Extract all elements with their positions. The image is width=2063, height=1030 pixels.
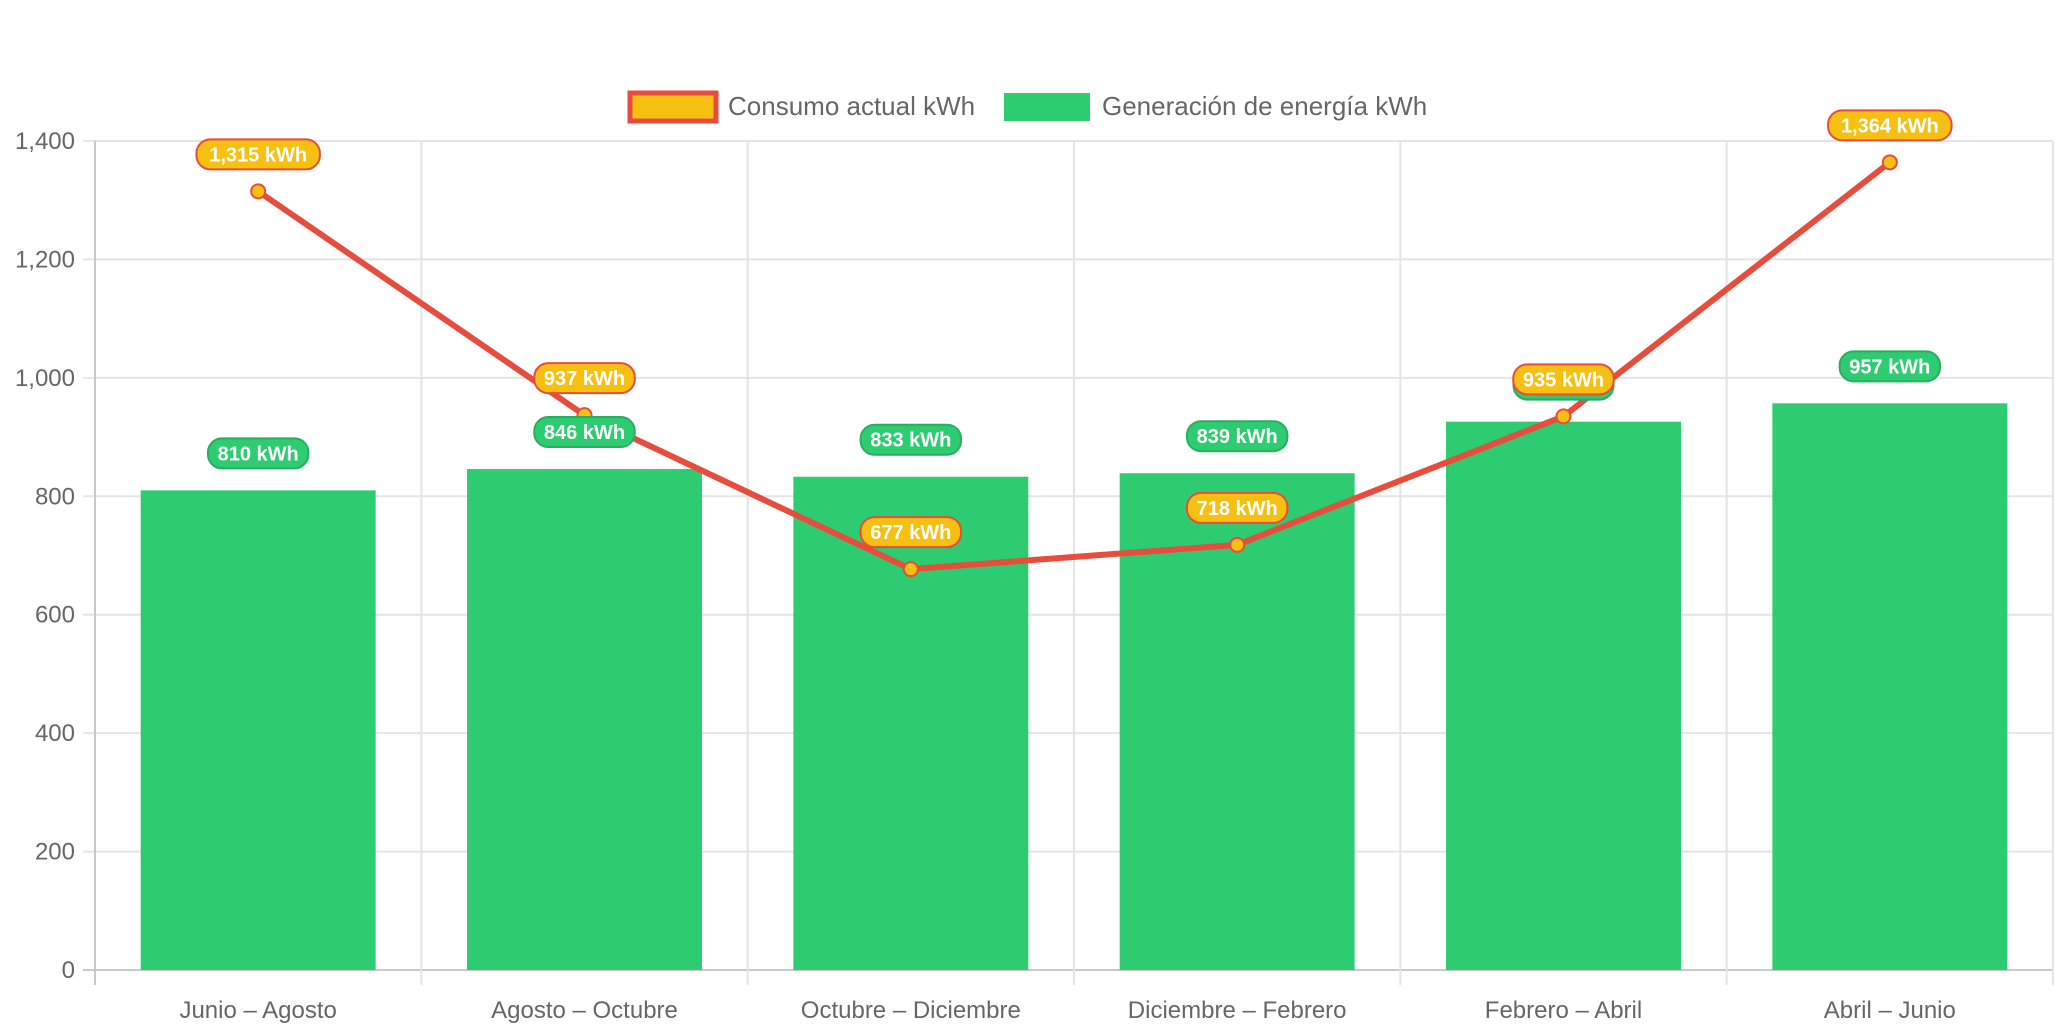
x-axis: Junio – Agosto Agosto – Octubre Octubre – … <box>179 997 1955 1024</box>
y-tick-label: 0 <box>62 957 75 984</box>
data-label: 846 kWh <box>544 422 625 444</box>
data-label-bg <box>859 423 963 456</box>
legend[interactable]: Consumo actual kWh Generación de energía… <box>627 90 1427 124</box>
y-axis: 0 200 400 600 800 1,000 1,200 1,400 <box>15 128 75 984</box>
y-tick-label: 1,400 <box>15 128 75 155</box>
data-label: 833 kWh <box>870 430 951 452</box>
data-label: 718 kWh <box>1197 498 1278 520</box>
bar[interactable] <box>1772 403 2008 970</box>
data-labels: 810 kWh 846 kWh 833 kWh 839 kWh 957 kWh 1,315… <box>195 109 1953 549</box>
x-tick-label: Agosto – Octubre <box>491 997 678 1024</box>
data-label-bg <box>859 516 963 549</box>
x-tick-label: Junio – Agosto <box>179 997 336 1024</box>
data-label: 677 kWh <box>870 522 951 544</box>
consumo-line <box>256 159 1892 573</box>
data-label-bg <box>533 362 636 395</box>
bar-series <box>140 403 2008 970</box>
data-label-bg <box>1512 363 1615 396</box>
legend-label-generacion[interactable]: Generación de energía kWh <box>1102 91 1427 121</box>
y-tick-label: 600 <box>35 602 75 629</box>
line-point[interactable] <box>250 183 267 200</box>
data-label: 957 kWh <box>1849 356 1930 378</box>
y-tick-label: 800 <box>35 483 75 510</box>
x-tick-label: Diciembre – Febrero <box>1128 997 1347 1024</box>
data-label: 1,364 kWh <box>1841 115 1939 137</box>
data-label-bg <box>195 138 321 171</box>
bar[interactable] <box>140 490 376 970</box>
bar[interactable] <box>1446 421 1681 970</box>
data-label: 839 kWh <box>1197 426 1278 448</box>
y-tick-label: 200 <box>35 839 75 866</box>
legend-swatch-generacion[interactable] <box>1004 93 1090 121</box>
x-tick-label: Abril – Junio <box>1824 997 1956 1024</box>
y-tick-label: 1,200 <box>15 246 75 273</box>
bar[interactable] <box>793 476 1029 970</box>
data-label-bg <box>533 416 636 449</box>
legend-swatch-consumo[interactable] <box>627 90 719 124</box>
data-label-bg <box>1827 109 1953 142</box>
data-label-bg <box>1185 420 1289 453</box>
data-label-bg <box>206 437 310 470</box>
y-tick-label: 1,000 <box>15 365 75 392</box>
data-label: 935 kWh <box>1523 369 1604 391</box>
bar[interactable] <box>467 469 702 970</box>
data-label: 1,315 kWh <box>209 144 307 166</box>
x-tick-label: Octubre – Diciembre <box>801 997 1021 1024</box>
line-point[interactable] <box>1881 154 1898 171</box>
y-tick-label: 400 <box>35 720 75 747</box>
data-label: 810 kWh <box>218 443 299 465</box>
x-tick-label: Febrero – Abril <box>1485 997 1642 1024</box>
data-label-bg <box>1838 350 1942 383</box>
line-series <box>250 154 1898 578</box>
legend-label-consumo[interactable]: Consumo actual kWh <box>728 91 975 121</box>
line-point[interactable] <box>1229 536 1246 553</box>
bar[interactable] <box>1119 473 1355 970</box>
data-label: 937 kWh <box>544 368 625 390</box>
line-point[interactable] <box>1555 408 1572 425</box>
grid <box>83 140 2054 985</box>
data-label-bg <box>1185 491 1289 524</box>
line-point[interactable] <box>902 561 919 578</box>
